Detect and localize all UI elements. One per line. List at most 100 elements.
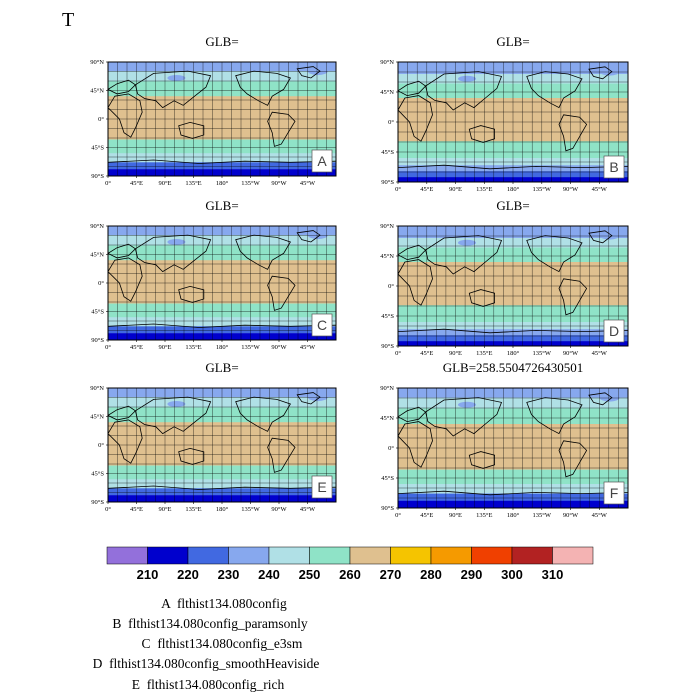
cold-patch bbox=[167, 401, 186, 407]
colorbar-label: 280 bbox=[420, 567, 442, 582]
y-tick-label: 45°S bbox=[91, 471, 104, 478]
cold-patch bbox=[599, 231, 620, 240]
x-tick-label: 180° bbox=[216, 344, 229, 351]
coastline bbox=[107, 93, 143, 138]
colorbar-swatch bbox=[268, 546, 310, 565]
legend-letter: B bbox=[112, 616, 122, 631]
map-plot: 90°N45°N0°45°S90°S0° 45°E 90°E 135°E 180° 135… bbox=[380, 59, 629, 193]
x-tick-label: 135°W bbox=[533, 186, 552, 193]
x-tick-label: 180° bbox=[216, 506, 229, 513]
cold-patch bbox=[307, 67, 328, 76]
coastline bbox=[588, 66, 613, 80]
coastline bbox=[267, 275, 296, 311]
coastline bbox=[526, 235, 583, 273]
x-tick-label: 90°W bbox=[563, 512, 579, 519]
coastline bbox=[526, 71, 583, 109]
coastline bbox=[558, 114, 588, 152]
cold-patch bbox=[599, 393, 620, 402]
y-tick-label: 90°S bbox=[91, 499, 104, 506]
panel-letter: A bbox=[317, 153, 327, 169]
colorbar-swatch bbox=[552, 546, 594, 565]
x-tick-label: 0° bbox=[395, 186, 401, 193]
colorbar-swatch bbox=[390, 546, 432, 565]
x-tick-label: 180° bbox=[507, 350, 520, 357]
panel-title: GLB= bbox=[205, 34, 239, 49]
panel-letter: B bbox=[609, 159, 618, 175]
y-tick-label: 45°N bbox=[90, 414, 104, 421]
coastline bbox=[107, 159, 337, 164]
cold-patch bbox=[458, 401, 476, 408]
x-tick-label: 135°W bbox=[533, 512, 552, 519]
x-tick-label: 135°W bbox=[533, 350, 552, 357]
x-tick-label: 135°E bbox=[185, 506, 201, 513]
x-tick-label: 135°E bbox=[476, 512, 492, 519]
x-tick-label: 90°W bbox=[271, 344, 287, 351]
cold-patch bbox=[458, 75, 476, 82]
panel-letter: D bbox=[609, 323, 619, 339]
y-tick-label: 0° bbox=[98, 280, 104, 287]
x-tick-label: 45°E bbox=[420, 512, 433, 519]
x-tick-label: 90°E bbox=[158, 180, 171, 187]
colorbar-label: 250 bbox=[299, 567, 321, 582]
x-tick-label: 90°E bbox=[449, 186, 462, 193]
coastline bbox=[134, 234, 212, 273]
x-tick-label: 0° bbox=[395, 512, 401, 519]
colorbar-label: 300 bbox=[501, 567, 523, 582]
panel-letter-box: E bbox=[311, 475, 333, 499]
colorbar-swatch bbox=[106, 546, 148, 565]
panel-title: GLB= bbox=[205, 360, 239, 375]
x-tick-label: 45°W bbox=[592, 512, 608, 519]
map-panel-b: GLB= 90°N 45°N 0° 45°S 90°S 0° 45°E 90°E 135°E 180… bbox=[368, 34, 638, 199]
x-tick-label: 45°E bbox=[420, 350, 433, 357]
x-tick-label: 180° bbox=[216, 180, 229, 187]
cold-patch bbox=[307, 231, 328, 240]
panel-letter: F bbox=[610, 485, 619, 501]
y-tick-label: 45°S bbox=[381, 313, 394, 320]
panel-title: GLB= bbox=[496, 34, 530, 49]
map-plot: 90°N45°N0°45°S90°S0° 45°E 90°E 135°E 180° 135… bbox=[380, 223, 629, 357]
map-plot: 90°N45°N0°45°S90°S0° 45°E 90°E 135°E 180° 135… bbox=[90, 59, 337, 187]
x-tick-label: 0° bbox=[105, 506, 111, 513]
cold-patch bbox=[167, 239, 186, 245]
legend-text: flthist134.080config_smoothHeaviside bbox=[109, 656, 320, 671]
colorbar-swatch bbox=[147, 546, 189, 565]
x-tick-label: 135°E bbox=[185, 180, 201, 187]
coastline bbox=[267, 437, 296, 473]
coastline bbox=[588, 392, 613, 406]
map-panel-c: GLB= 90°N 45°N 0° 45°S 90°S 0° 45°E 90°E 135°E 180… bbox=[78, 198, 346, 357]
map-panel-d: GLB= 90°N 45°N 0° 45°S 90°S 0° 45°E 90°E 135°E 180… bbox=[368, 198, 638, 363]
y-tick-label: 45°S bbox=[381, 475, 394, 482]
y-tick-label: 90°S bbox=[381, 179, 394, 186]
x-tick-label: 45°W bbox=[592, 186, 608, 193]
coastline bbox=[296, 230, 321, 243]
coastline bbox=[588, 230, 613, 244]
coastline bbox=[178, 121, 205, 139]
y-tick-label: 90°S bbox=[91, 173, 104, 180]
x-tick-label: 135°E bbox=[476, 186, 492, 193]
x-tick-label: 135°W bbox=[241, 180, 260, 187]
panel-title: GLB= bbox=[496, 198, 530, 213]
x-tick-label: 0° bbox=[105, 180, 111, 187]
x-tick-label: 90°W bbox=[563, 186, 579, 193]
coastline bbox=[267, 111, 296, 147]
colorbar-label: 240 bbox=[258, 567, 280, 582]
x-tick-label: 45°W bbox=[592, 350, 608, 357]
coastline bbox=[397, 490, 629, 496]
legend-text: flthist134.080config_rich bbox=[146, 677, 285, 692]
coastline bbox=[178, 447, 205, 465]
y-tick-label: 90°N bbox=[380, 223, 394, 230]
colorbar-label: 220 bbox=[177, 567, 199, 582]
figure-title: T bbox=[62, 9, 75, 31]
coastline bbox=[558, 278, 588, 316]
y-tick-label: 0° bbox=[388, 445, 394, 452]
cold-patch bbox=[599, 67, 620, 76]
map-plot: 90°N45°N0°45°S90°S0° 45°E 90°E 135°E 180° 135… bbox=[90, 223, 337, 351]
colorbar-label: 260 bbox=[339, 567, 361, 582]
coastline bbox=[468, 289, 495, 307]
x-tick-label: 45°W bbox=[300, 344, 316, 351]
coastline bbox=[296, 66, 321, 79]
legend-letter: C bbox=[141, 636, 151, 651]
x-tick-label: 0° bbox=[395, 350, 401, 357]
colorbar-label: 310 bbox=[542, 567, 564, 582]
